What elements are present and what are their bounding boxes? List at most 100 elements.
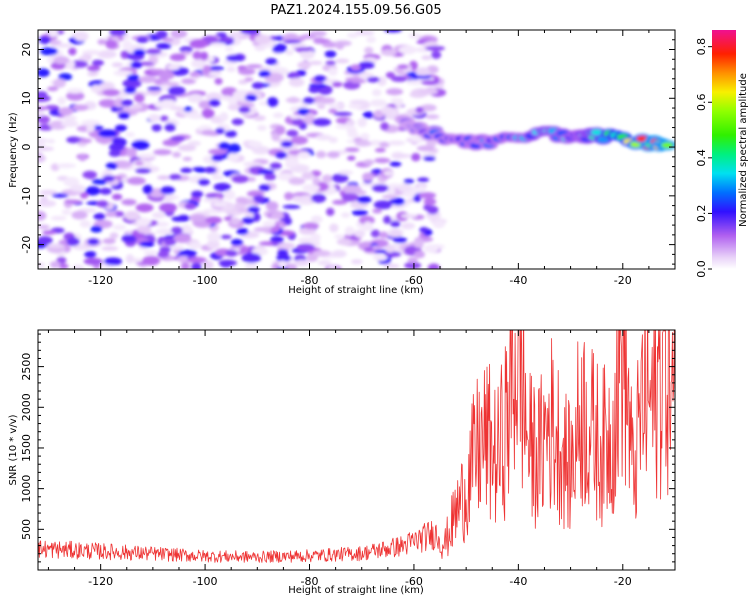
x-tick-label: -60	[405, 575, 423, 588]
y-tick-label: 10	[20, 91, 33, 105]
heatmap-cell	[51, 193, 69, 198]
heatmap-cell	[125, 132, 135, 138]
heatmap-cell	[272, 112, 284, 118]
heatmap-cell	[391, 204, 406, 210]
heatmap-cell	[172, 151, 182, 158]
x-tick-label: -60	[405, 274, 423, 287]
heatmap-cell	[142, 184, 153, 195]
heatmap-cell	[78, 153, 87, 162]
heatmap-cell	[247, 206, 260, 214]
heatmap-cell	[380, 122, 390, 131]
heatmap-cell	[145, 48, 162, 55]
heatmap-blobs	[38, 30, 675, 269]
heatmap-cell	[50, 215, 67, 221]
heatmap-cell	[362, 172, 374, 181]
heatmap-cell	[421, 55, 433, 60]
heatmap-cell	[310, 215, 323, 224]
heatmap-cell	[297, 107, 310, 115]
heatmap-cell	[346, 119, 355, 127]
heatmap-cell	[258, 70, 271, 78]
heatmap-cell	[286, 129, 299, 137]
y-tick-label: 20	[20, 43, 33, 57]
heatmap-cell	[300, 33, 316, 40]
heatmap-cell	[97, 50, 117, 59]
heatmap-cell	[96, 200, 109, 208]
heatmap-cell	[302, 222, 320, 230]
heatmap-cell	[71, 210, 88, 220]
heatmap-cell	[82, 170, 98, 179]
heatmap-cell	[416, 185, 427, 193]
heatmap-cell	[124, 86, 137, 94]
heatmap-cell	[180, 167, 193, 174]
heatmap-cell	[170, 135, 186, 142]
heatmap-cell	[332, 199, 348, 205]
heatmap-cell	[151, 211, 166, 219]
heatmap-cell	[90, 84, 102, 94]
heatmap-cell	[237, 102, 256, 108]
heatmap-cell	[590, 129, 603, 136]
heatmap-cell	[101, 246, 119, 251]
heatmap-cell	[301, 171, 315, 180]
heatmap-cell	[155, 30, 168, 40]
heatmap-cell	[326, 151, 340, 159]
heatmap-cell	[282, 204, 301, 209]
heatmap-cell	[407, 257, 418, 264]
heatmap-cell	[237, 68, 256, 75]
heatmap-cell	[344, 147, 360, 153]
heatmap-cell	[257, 169, 275, 175]
heatmap-cell	[406, 79, 423, 85]
heatmap-cell	[38, 152, 45, 163]
heatmap-cell	[135, 203, 154, 213]
heatmap-cell	[294, 259, 310, 267]
heatmap-cell	[276, 254, 292, 262]
heatmap-cell	[342, 184, 362, 194]
spectrogram-x-axis-label: Height of straight line (km)	[288, 285, 424, 296]
heatmap-cell	[124, 210, 140, 221]
heatmap-cell	[372, 89, 382, 97]
heatmap-cell	[357, 117, 367, 128]
heatmap-cell	[349, 99, 369, 105]
heatmap-cell	[350, 259, 363, 265]
heatmap-cell	[218, 142, 231, 150]
x-tick-label: -100	[193, 274, 218, 287]
heatmap-cell	[423, 198, 437, 206]
heatmap-cell	[413, 239, 424, 248]
heatmap-cell	[341, 192, 359, 202]
heatmap-cell	[285, 49, 294, 56]
heatmap-cell	[231, 118, 244, 126]
heatmap-cell	[191, 262, 202, 269]
heatmap-cell	[403, 178, 415, 184]
heatmap-cell	[46, 138, 56, 144]
snr-panel: -120 -100 -80 -60 -40 -20 500 1000 1500 2000 2500…	[8, 329, 676, 596]
heatmap-cell	[415, 67, 431, 76]
heatmap-cell	[420, 80, 440, 86]
heatmap-cell	[189, 241, 202, 250]
heatmap-cell	[253, 195, 266, 203]
heatmap-cell	[312, 118, 332, 127]
heatmap-cell	[284, 192, 294, 201]
heatmap-cell	[285, 97, 301, 103]
heatmap-cell	[348, 103, 362, 109]
heatmap-cell	[99, 187, 112, 195]
heatmap-cell	[91, 59, 104, 66]
heatmap-cell	[53, 56, 70, 65]
heatmap-cell	[79, 192, 89, 199]
heatmap-cell	[112, 224, 127, 231]
heatmap-cell	[390, 97, 402, 104]
heatmap-cell	[125, 147, 137, 158]
y-tick-label: -20	[20, 236, 33, 254]
heatmap-cell	[53, 43, 72, 48]
heatmap-cell	[181, 78, 196, 85]
heatmap-cell	[103, 169, 112, 177]
heatmap-cell	[207, 71, 222, 77]
heatmap-cell	[98, 82, 112, 90]
heatmap-cell	[235, 196, 248, 203]
heatmap-cell	[390, 220, 401, 228]
heatmap-cell	[40, 47, 58, 56]
heatmap-cell	[392, 153, 412, 158]
heatmap-cell	[318, 97, 336, 104]
heatmap-cell	[270, 236, 284, 243]
heatmap-cell	[108, 149, 121, 157]
heatmap-cell	[253, 227, 272, 233]
